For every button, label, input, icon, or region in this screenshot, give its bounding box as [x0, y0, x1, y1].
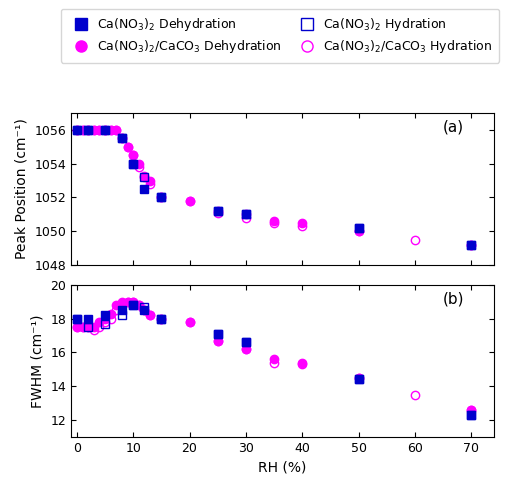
Text: (a): (a) — [443, 119, 464, 134]
Y-axis label: Peak Position (cm⁻¹): Peak Position (cm⁻¹) — [15, 119, 29, 259]
Legend: Ca(NO$_3$)$_2$ Dehydration, Ca(NO$_3$)$_2$/CaCO$_3$ Dehydration, Ca(NO$_3$)$_2$ : Ca(NO$_3$)$_2$ Dehydration, Ca(NO$_3$)$_… — [61, 9, 499, 63]
Y-axis label: FWHM (cm⁻¹): FWHM (cm⁻¹) — [31, 314, 45, 408]
Text: (b): (b) — [443, 291, 465, 306]
X-axis label: RH (%): RH (%) — [258, 461, 307, 474]
